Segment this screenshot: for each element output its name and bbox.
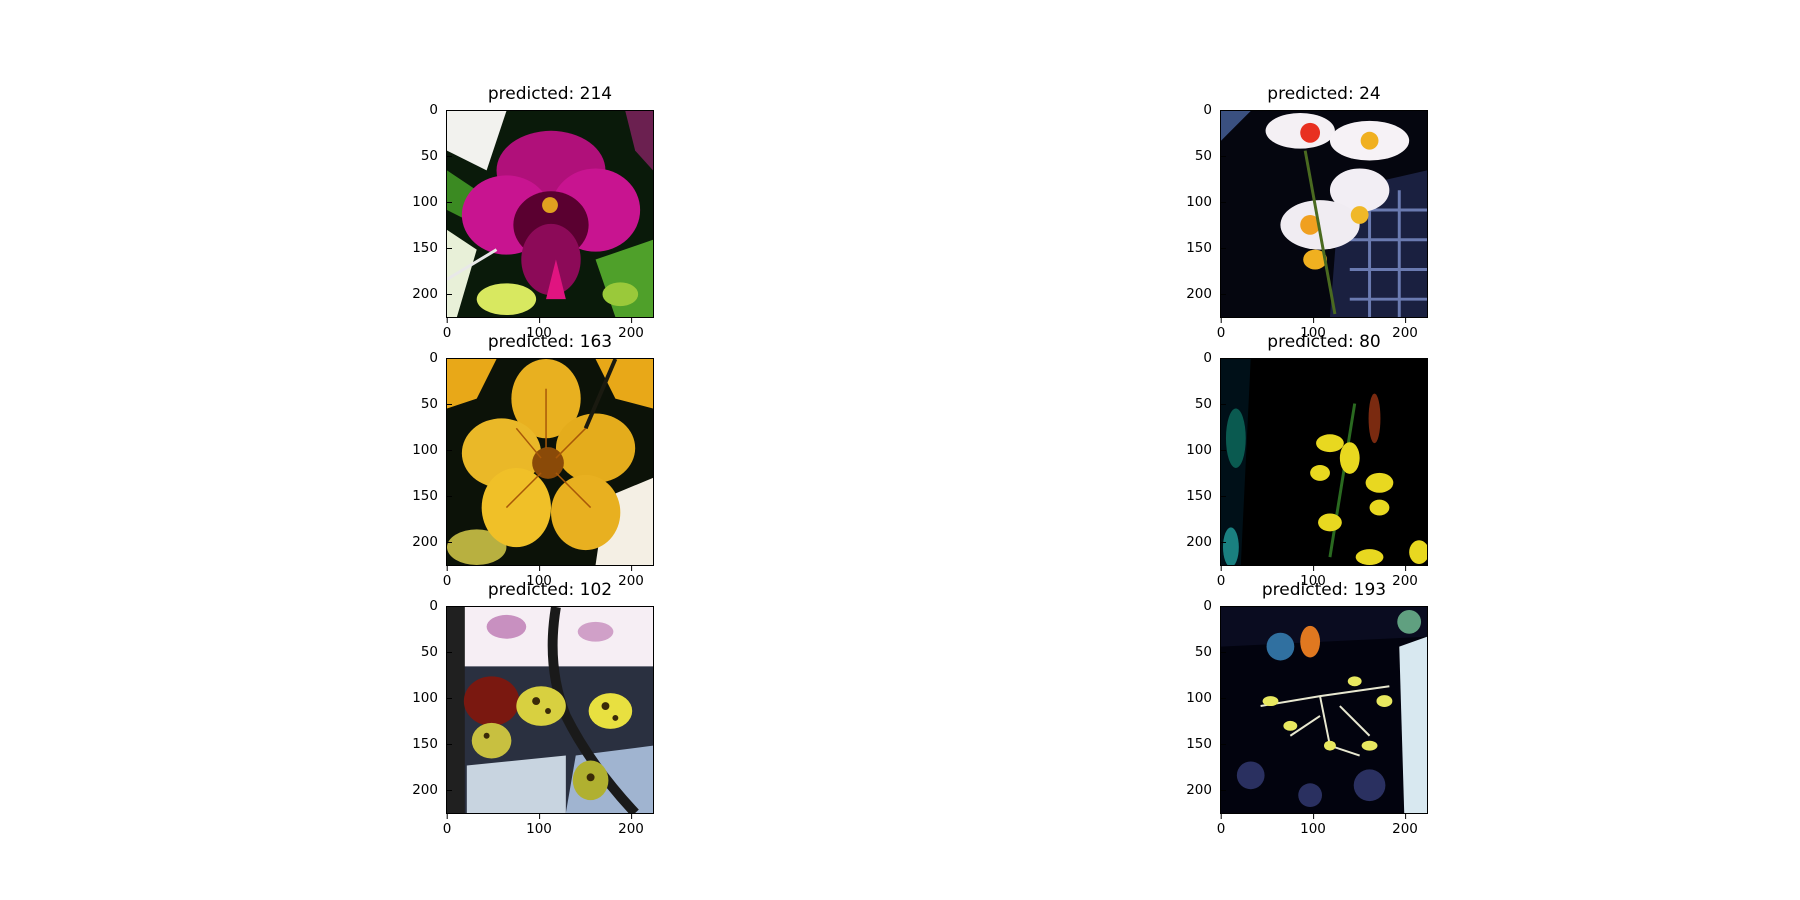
y-tick-label: 150 xyxy=(412,737,452,751)
x-tick-label: 100 xyxy=(526,318,552,340)
y-tick-label: 50 xyxy=(1195,397,1227,411)
orchid-image xyxy=(1220,110,1428,318)
y-tick-label: 0 xyxy=(429,351,452,365)
y-tick-label: 200 xyxy=(412,783,452,797)
y-tick-label: 150 xyxy=(1186,737,1226,751)
y-tick-label: 100 xyxy=(412,691,452,705)
y-tick-label: 200 xyxy=(412,535,452,549)
y-tick-label: 50 xyxy=(421,149,453,163)
spotted-orchids-photo xyxy=(447,607,653,813)
panel-title: predicted: 163 xyxy=(487,332,613,352)
panel-title: predicted: 214 xyxy=(487,84,613,104)
orchid-image xyxy=(446,358,654,566)
x-tick-label: 200 xyxy=(618,814,644,836)
white-orchids-photo xyxy=(1221,111,1427,317)
y-tick-label: 200 xyxy=(412,287,452,301)
x-tick-label: 200 xyxy=(618,566,644,588)
y-tick-label: 150 xyxy=(1186,489,1226,503)
image-panel-1: predicted: 214 0 50 100 150 200 0 100 20… xyxy=(412,84,654,340)
y-tick-label: 200 xyxy=(1186,287,1226,301)
y-tick-label: 100 xyxy=(1186,691,1226,705)
y-tick-label: 100 xyxy=(1186,443,1226,457)
image-panel-3: predicted: 163 0 50 100 150 200 0 100 20… xyxy=(412,332,654,588)
dark-yellow-sprays-photo xyxy=(1221,359,1427,565)
x-tick-label: 100 xyxy=(1300,566,1326,588)
x-tick-label: 0 xyxy=(443,566,451,588)
x-tick-label: 0 xyxy=(1217,318,1225,340)
y-tick-label: 50 xyxy=(1195,645,1227,659)
x-tick-label: 200 xyxy=(618,318,644,340)
orchid-image xyxy=(446,110,654,318)
orchid-image xyxy=(446,606,654,814)
yellow-orchid-photo xyxy=(447,359,653,565)
panel-title: predicted: 24 xyxy=(1267,84,1381,104)
x-tick-label: 200 xyxy=(1392,318,1418,340)
y-tick-label: 0 xyxy=(1203,599,1226,613)
y-tick-label: 150 xyxy=(412,489,452,503)
y-tick-label: 0 xyxy=(429,599,452,613)
x-tick-label: 0 xyxy=(1217,566,1225,588)
y-tick-label: 150 xyxy=(412,241,452,255)
dark-branches-photo xyxy=(1221,607,1427,813)
y-tick-label: 0 xyxy=(429,103,452,117)
y-tick-label: 150 xyxy=(1186,241,1226,255)
y-tick-label: 200 xyxy=(1186,535,1226,549)
image-panel-2: predicted: 24 0 50 xyxy=(1186,84,1428,340)
x-tick-label: 0 xyxy=(1217,814,1225,836)
y-tick-label: 50 xyxy=(421,645,453,659)
panel-title: predicted: 193 xyxy=(1261,580,1387,600)
x-tick-label: 100 xyxy=(1300,318,1326,340)
image-panel-6: predicted: 193 0 50 100 150 200 0 xyxy=(1186,580,1428,836)
x-tick-label: 200 xyxy=(1392,566,1418,588)
x-tick-label: 100 xyxy=(526,566,552,588)
y-tick-label: 100 xyxy=(412,195,452,209)
y-tick-label: 100 xyxy=(412,443,452,457)
y-tick-label: 200 xyxy=(1186,783,1226,797)
x-tick-label: 100 xyxy=(526,814,552,836)
panel-title: predicted: 102 xyxy=(487,580,613,600)
panel-title: predicted: 80 xyxy=(1267,332,1381,352)
y-tick-label: 100 xyxy=(1186,195,1226,209)
x-tick-label: 0 xyxy=(443,318,451,340)
x-tick-label: 200 xyxy=(1392,814,1418,836)
image-panel-4: predicted: 80 0 50 100 150 200 0 100 200 xyxy=(1186,332,1428,588)
x-tick-label: 100 xyxy=(1300,814,1326,836)
y-tick-label: 50 xyxy=(421,397,453,411)
y-tick-label: 50 xyxy=(1195,149,1227,163)
x-tick-label: 0 xyxy=(443,814,451,836)
y-tick-label: 0 xyxy=(1203,103,1226,117)
image-panel-5: predicted: 102 0 50 100 150 200 0 100 xyxy=(412,580,654,836)
y-tick-label: 0 xyxy=(1203,351,1226,365)
orchid-image xyxy=(1220,606,1428,814)
magenta-orchid-photo xyxy=(447,111,653,317)
orchid-image xyxy=(1220,358,1428,566)
